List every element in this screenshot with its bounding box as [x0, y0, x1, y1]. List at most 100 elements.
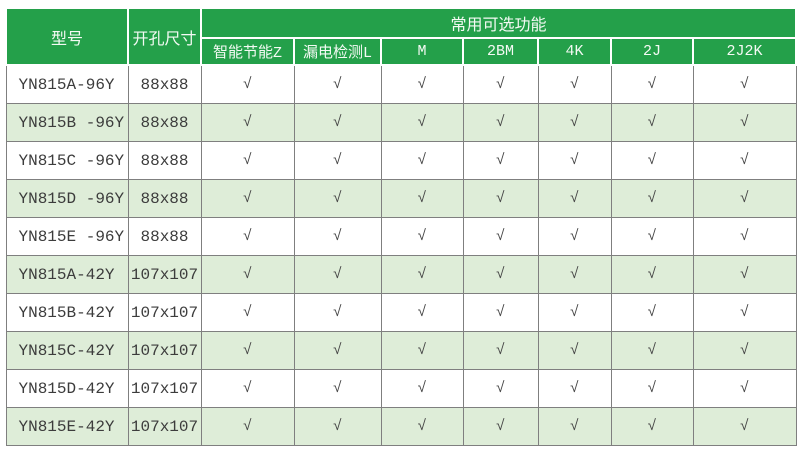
feature-check-cell: √ [200, 293, 295, 332]
column-header-feature: 智能节能Z [200, 37, 295, 66]
table-row: YN815A-96Y 88x88 √ √ √ √ √ √ √ [5, 64, 797, 104]
feature-check-cell: √ [200, 255, 295, 294]
feature-check-cell: √ [537, 141, 612, 180]
model-cell: YN815D-42Y [5, 369, 129, 408]
table-row: YN815C-42Y 107x107 √ √ √ √ √ √ √ [5, 331, 797, 370]
feature-check-cell: √ [610, 255, 694, 294]
feature-check-cell: √ [610, 179, 694, 218]
feature-check-cell: √ [462, 217, 539, 256]
feature-check-cell: √ [537, 331, 612, 370]
feature-check-cell: √ [610, 64, 694, 104]
column-header-model: 型号 [5, 7, 129, 66]
table-row: YN815E -96Y 88x88 √ √ √ √ √ √ √ [5, 217, 797, 256]
table-row: YN815E-42Y 107x107 √ √ √ √ √ √ √ [5, 407, 797, 446]
feature-check-cell: √ [293, 293, 382, 332]
feature-check-cell: √ [293, 64, 382, 104]
feature-check-cell: √ [293, 103, 382, 142]
feature-check-cell: √ [692, 179, 797, 218]
feature-check-cell: √ [462, 331, 539, 370]
hole-size-cell: 88x88 [127, 141, 202, 180]
feature-check-cell: √ [537, 179, 612, 218]
feature-check-cell: √ [293, 331, 382, 370]
model-cell: YN815C -96Y [5, 141, 129, 180]
feature-check-cell: √ [200, 64, 295, 104]
feature-check-cell: √ [293, 141, 382, 180]
feature-check-cell: √ [692, 369, 797, 408]
feature-check-cell: √ [610, 407, 694, 446]
table-row: YN815B-42Y 107x107 √ √ √ √ √ √ √ [5, 293, 797, 332]
feature-check-cell: √ [537, 103, 612, 142]
column-header-feature: 2J2K [691, 37, 798, 66]
feature-check-cell: √ [692, 293, 797, 332]
header-row-group: 型号 开孔尺寸 常用可选功能 [5, 7, 798, 66]
product-spec-table: 型号 开孔尺寸 常用可选功能 智能节能Z 漏电检测L M 2BM 4K 2J 2… [5, 7, 798, 446]
feature-check-cell: √ [380, 64, 464, 104]
feature-check-cell: √ [380, 331, 464, 370]
feature-check-cell: √ [293, 255, 382, 294]
header-row-features: 智能节能Z 漏电检测L M 2BM 4K 2J 2J2K [6, 37, 798, 66]
table-row: YN815C -96Y 88x88 √ √ √ √ √ √ √ [5, 141, 797, 180]
column-header-feature: 漏电检测L [293, 37, 382, 66]
feature-check-cell: √ [692, 64, 797, 104]
feature-check-cell: √ [380, 293, 464, 332]
column-header-feature: M [380, 37, 464, 66]
hole-size-cell: 88x88 [127, 217, 202, 256]
feature-check-cell: √ [610, 217, 694, 256]
feature-check-cell: √ [293, 407, 382, 446]
feature-check-cell: √ [537, 255, 612, 294]
model-cell: YN815E -96Y [5, 217, 129, 256]
table-body: YN815A-96Y 88x88 √ √ √ √ √ √ √ YN815B -96Y 88x88 √ √… [5, 64, 797, 446]
feature-check-cell: √ [380, 369, 464, 408]
feature-check-cell: √ [537, 217, 612, 256]
feature-check-cell: √ [537, 293, 612, 332]
model-cell: YN815B -96Y [5, 103, 129, 142]
hole-size-cell: 88x88 [127, 179, 202, 218]
feature-check-cell: √ [200, 141, 295, 180]
column-group-header-features: 常用可选功能 [199, 7, 798, 39]
feature-check-cell: √ [610, 141, 694, 180]
hole-size-cell: 107x107 [127, 331, 202, 370]
feature-check-cell: √ [462, 141, 539, 180]
model-cell: YN815B-42Y [5, 293, 129, 332]
table-row: YN815A-42Y 107x107 √ √ √ √ √ √ √ [5, 255, 797, 294]
feature-check-cell: √ [610, 103, 694, 142]
hole-size-cell: 107x107 [127, 407, 202, 446]
feature-check-cell: √ [380, 217, 464, 256]
hole-size-cell: 107x107 [127, 255, 202, 294]
feature-check-cell: √ [380, 179, 464, 218]
table-row: YN815D-42Y 107x107 √ √ √ √ √ √ √ [5, 369, 797, 408]
feature-check-cell: √ [293, 369, 382, 408]
model-cell: YN815A-42Y [5, 255, 129, 294]
feature-check-cell: √ [537, 369, 612, 408]
feature-check-cell: √ [380, 407, 464, 446]
feature-check-cell: √ [200, 103, 295, 142]
column-header-feature: 4K [537, 37, 612, 66]
column-header-feature: 2BM [462, 37, 539, 66]
feature-check-cell: √ [462, 407, 539, 446]
feature-check-cell: √ [537, 407, 612, 446]
table-header: 型号 开孔尺寸 常用可选功能 智能节能Z 漏电检测L M 2BM 4K 2J 2… [5, 7, 798, 66]
column-header-hole-size: 开孔尺寸 [127, 7, 202, 66]
model-cell: YN815C-42Y [5, 331, 129, 370]
feature-check-cell: √ [462, 64, 539, 104]
feature-check-cell: √ [692, 217, 797, 256]
hole-size-cell: 88x88 [127, 64, 202, 104]
feature-check-cell: √ [293, 179, 382, 218]
feature-check-cell: √ [610, 293, 694, 332]
feature-check-cell: √ [692, 255, 797, 294]
feature-check-cell: √ [692, 103, 797, 142]
feature-check-cell: √ [692, 331, 797, 370]
feature-check-cell: √ [692, 407, 797, 446]
feature-check-cell: √ [462, 369, 539, 408]
feature-check-cell: √ [692, 141, 797, 180]
model-cell: YN815D -96Y [5, 179, 129, 218]
feature-check-cell: √ [537, 64, 612, 104]
feature-check-cell: √ [200, 369, 295, 408]
column-header-feature: 2J [610, 37, 694, 66]
feature-check-cell: √ [380, 141, 464, 180]
table-row: YN815B -96Y 88x88 √ √ √ √ √ √ √ [5, 103, 797, 142]
feature-check-cell: √ [200, 179, 295, 218]
feature-check-cell: √ [462, 179, 539, 218]
feature-check-cell: √ [200, 217, 295, 256]
